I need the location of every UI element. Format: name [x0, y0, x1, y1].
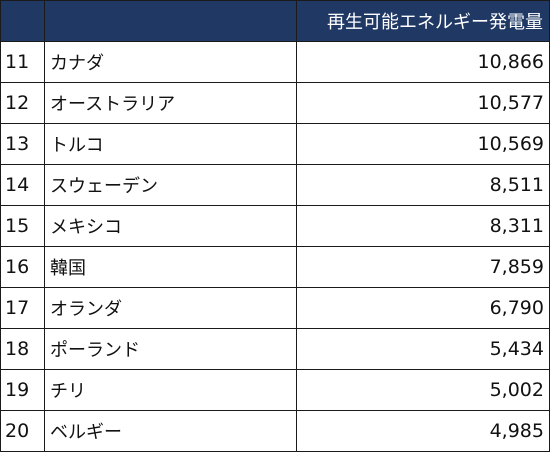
table-body: 11 カナダ 10,866 12 オーストラリア 10,577 13 トルコ 1…	[0, 41, 550, 452]
generation-value-cell: 7,859	[296, 246, 550, 288]
country-cell: ベルギー	[44, 410, 297, 452]
table-row: 16 韓国 7,859	[0, 246, 550, 288]
rank-cell: 11	[0, 41, 45, 83]
rank-cell: 16	[0, 246, 45, 288]
country-cell: トルコ	[44, 123, 297, 165]
country-cell: メキシコ	[44, 205, 297, 247]
country-cell: ポーランド	[44, 328, 297, 370]
country-cell: スウェーデン	[44, 164, 297, 206]
rank-cell: 20	[0, 410, 45, 452]
generation-value-cell: 5,434	[296, 328, 550, 370]
generation-value-cell: 8,511	[296, 164, 550, 206]
rank-cell: 15	[0, 205, 45, 247]
rank-cell: 19	[0, 369, 45, 411]
header-row: 再生可能エネルギー発電量	[0, 0, 550, 42]
table-row: 19 チリ 5,002	[0, 369, 550, 411]
country-cell: チリ	[44, 369, 297, 411]
generation-value-cell: 4,985	[296, 410, 550, 452]
country-cell: オーストラリア	[44, 82, 297, 124]
table-row: 17 オランダ 6,790	[0, 287, 550, 329]
table-row: 18 ポーランド 5,434	[0, 328, 550, 370]
table-row: 11 カナダ 10,866	[0, 41, 550, 83]
generation-value-cell: 10,569	[296, 123, 550, 165]
generation-value-cell: 8,311	[296, 205, 550, 247]
generation-value-cell: 6,790	[296, 287, 550, 329]
generation-value-cell: 10,577	[296, 82, 550, 124]
rank-cell: 12	[0, 82, 45, 124]
table-row: 12 オーストラリア 10,577	[0, 82, 550, 124]
rank-cell: 17	[0, 287, 45, 329]
header-country-cell	[44, 0, 297, 42]
table-header: 再生可能エネルギー発電量	[0, 0, 550, 42]
rank-cell: 13	[0, 123, 45, 165]
rank-cell: 18	[0, 328, 45, 370]
country-cell: カナダ	[44, 41, 297, 83]
header-renewable-generation-cell: 再生可能エネルギー発電量	[296, 0, 550, 42]
header-rank-cell	[0, 0, 45, 42]
rank-cell: 14	[0, 164, 45, 206]
table-row: 14 スウェーデン 8,511	[0, 164, 550, 206]
country-cell: オランダ	[44, 287, 297, 329]
table-row: 15 メキシコ 8,311	[0, 205, 550, 247]
generation-value-cell: 5,002	[296, 369, 550, 411]
generation-value-cell: 10,866	[296, 41, 550, 83]
table-row: 13 トルコ 10,569	[0, 123, 550, 165]
table-row: 20 ベルギー 4,985	[0, 410, 550, 452]
country-cell: 韓国	[44, 246, 297, 288]
